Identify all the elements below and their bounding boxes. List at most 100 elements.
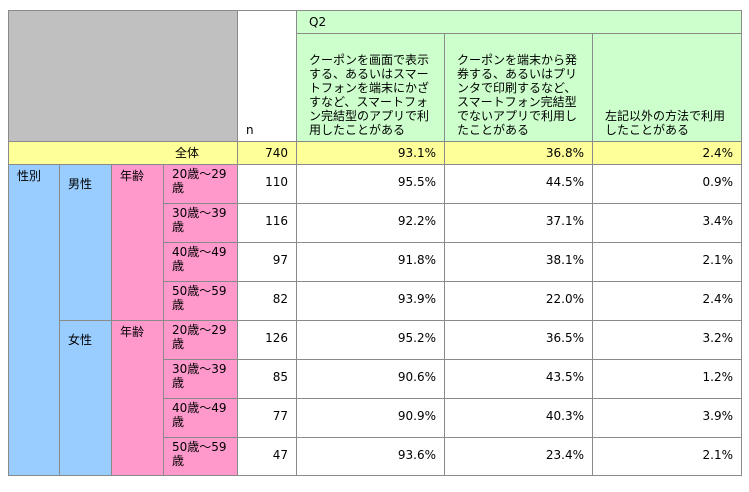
value-cell: 40.3%	[444, 398, 593, 438]
n-cell: 47	[237, 437, 297, 476]
cell-text: 3.4%	[702, 214, 734, 228]
header-corner-cell	[8, 10, 238, 142]
cell-text: 30歳～39歳	[172, 362, 227, 390]
cell-text: 43.5%	[545, 370, 584, 384]
total-value-cell: 93.1%	[296, 141, 445, 165]
cell-text: 50歳～59歳	[172, 440, 227, 468]
value-cell: 3.9%	[592, 398, 742, 438]
cell-text: 44.5%	[545, 175, 584, 189]
crosstab-table: n Q2 クーポンを画面で表示する、あるいはスマートフォンを端末にかざすなど、ス…	[8, 10, 742, 476]
value-cell: 0.9%	[592, 164, 742, 204]
age-header-cell-male: 年齢	[111, 164, 164, 321]
n-cell: 116	[237, 203, 297, 243]
cell-text: 2.4%	[702, 292, 734, 306]
n-cell: 85	[237, 359, 297, 399]
cell-text: 2.1%	[702, 448, 734, 462]
value-cell: 95.5%	[296, 164, 445, 204]
cell-text: 90.9%	[397, 409, 436, 423]
cell-text: 2.1%	[702, 253, 734, 267]
total-label-cell: 全体	[8, 141, 238, 165]
value-cell: 38.1%	[444, 242, 593, 282]
cell-text: 93.6%	[397, 448, 436, 462]
cell-text: 37.1%	[545, 214, 584, 228]
column-header-2-label: クーポンを端末から発券する、あるいはプリンタで印刷するなど、スマートフォン完結型…	[457, 53, 578, 137]
total-label: 全体	[174, 146, 199, 160]
question-label: Q2	[309, 15, 327, 29]
cell-text: 男性	[68, 177, 93, 191]
cell-text: 77	[272, 409, 288, 423]
cell-text: 110	[265, 175, 288, 189]
cell-text: 92.2%	[397, 214, 436, 228]
column-header-1-label: クーポンを画面で表示する、あるいはスマートフォンを端末にかざすなど、スマートフォ…	[309, 53, 430, 137]
value-cell: 90.6%	[296, 359, 445, 399]
cell-text: 40歳～49歳	[172, 401, 227, 429]
cell-text: 0.9%	[702, 175, 734, 189]
cell-text: 40歳～49歳	[172, 245, 227, 273]
cell-text: 90.6%	[397, 370, 436, 384]
value-cell: 92.2%	[296, 203, 445, 243]
value-cell: 93.9%	[296, 281, 445, 321]
n-cell: 97	[237, 242, 297, 282]
cell-text: 82	[272, 292, 288, 306]
group-label-cell: 性別	[8, 164, 60, 476]
cell-text: 2.4%	[702, 146, 734, 160]
cell-text: 30歳～39歳	[172, 206, 227, 234]
cell-text: 95.5%	[397, 175, 436, 189]
n-header-label: n	[246, 123, 254, 137]
value-cell: 3.4%	[592, 203, 742, 243]
n-header-cell: n	[237, 10, 297, 142]
cell-text: 20歳～29歳	[172, 167, 227, 195]
value-cell: 95.2%	[296, 320, 445, 360]
cell-text: 50歳～59歳	[172, 284, 227, 312]
column-header-3-label: 左記以外の方法で利用したことがある	[605, 109, 726, 137]
value-cell: 44.5%	[444, 164, 593, 204]
cell-text: 36.5%	[545, 331, 584, 345]
age-cell: 30歳～39歳	[163, 359, 238, 399]
cell-text: 47	[272, 448, 288, 462]
cell-text: 116	[265, 214, 288, 228]
value-cell: 2.1%	[592, 437, 742, 476]
cell-text: 年齢	[120, 325, 145, 339]
cell-text: 85	[272, 370, 288, 384]
cell-text: 3.2%	[702, 331, 734, 345]
age-cell: 30歳～39歳	[163, 203, 238, 243]
subgroup-label-cell-male: 男性	[59, 164, 112, 321]
n-cell: 82	[237, 281, 297, 321]
total-value-cell: 2.4%	[592, 141, 742, 165]
cell-text: 20歳～29歳	[172, 323, 227, 351]
age-cell: 50歳～59歳	[163, 281, 238, 321]
cell-text: 93.9%	[397, 292, 436, 306]
n-cell: 77	[237, 398, 297, 438]
value-cell: 36.5%	[444, 320, 593, 360]
value-cell: 2.4%	[592, 281, 742, 321]
column-header-3: 左記以外の方法で利用したことがある	[592, 33, 742, 142]
value-cell: 37.1%	[444, 203, 593, 243]
age-cell: 40歳～49歳	[163, 242, 238, 282]
cell-text: 23.4%	[545, 448, 584, 462]
value-cell: 43.5%	[444, 359, 593, 399]
total-value-cell: 36.8%	[444, 141, 593, 165]
value-cell: 91.8%	[296, 242, 445, 282]
question-header-cell: Q2	[296, 10, 742, 34]
cell-text: 97	[272, 253, 288, 267]
cell-text: 22.0%	[545, 292, 584, 306]
cell-text: 40.3%	[545, 409, 584, 423]
n-cell: 126	[237, 320, 297, 360]
value-cell: 90.9%	[296, 398, 445, 438]
total-n-cell: 740	[237, 141, 297, 165]
group-label: 性別	[17, 169, 42, 183]
cell-text: 126	[265, 331, 288, 345]
cell-text: 95.2%	[397, 331, 436, 345]
cell-text: 年齢	[120, 169, 145, 183]
subgroup-label-cell-female: 女性	[59, 320, 112, 476]
cell-text: 740	[265, 146, 288, 160]
cell-text: 3.9%	[702, 409, 734, 423]
cell-text: 女性	[68, 333, 93, 347]
cell-text: 91.8%	[397, 253, 436, 267]
cell-text: 38.1%	[545, 253, 584, 267]
age-cell: 40歳～49歳	[163, 398, 238, 438]
column-header-1: クーポンを画面で表示する、あるいはスマートフォンを端末にかざすなど、スマートフォ…	[296, 33, 445, 142]
value-cell: 23.4%	[444, 437, 593, 476]
age-header-cell-female: 年齢	[111, 320, 164, 476]
age-cell: 20歳～29歳	[163, 164, 238, 204]
